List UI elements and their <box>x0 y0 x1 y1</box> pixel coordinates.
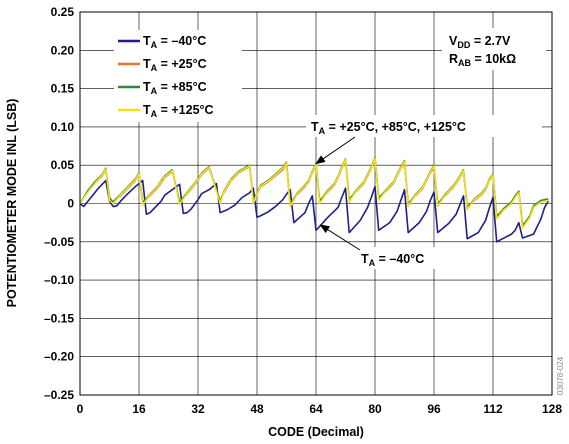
x-tick-label: 128 <box>542 402 562 416</box>
y-tick-label: 0.05 <box>51 158 75 172</box>
x-tick-label: 112 <box>483 402 503 416</box>
annotation-minus40-background <box>356 247 454 269</box>
x-axis-title: CODE (Decimal) <box>268 425 364 439</box>
x-tick-label: 64 <box>309 402 323 416</box>
x-tick-labels: 0 16 32 48 64 80 96 112 128 <box>77 402 563 416</box>
annotation-minus40-label: TA = –40°C <box>361 252 424 268</box>
annotation-high-temps-arrow <box>315 136 356 165</box>
vdd-condition: VDD = 2.7V <box>449 34 511 50</box>
y-tick-label: 0.25 <box>51 5 75 19</box>
legend: TA = –40°C TA = +25°C TA = +85°C TA = +1… <box>114 30 242 122</box>
x-tick-label: 32 <box>191 402 205 416</box>
annotation-minus40-arrow <box>319 224 361 251</box>
legend-label-plus125: TA = +125°C <box>143 103 214 119</box>
legend-background <box>114 30 242 122</box>
conditions-background <box>442 28 546 70</box>
plot-frame <box>79 11 553 396</box>
x-tick-label: 48 <box>250 402 264 416</box>
series-lines <box>79 156 549 243</box>
y-tick-label: 0 <box>67 197 74 211</box>
rab-condition: RAB = 10kΩ <box>449 52 516 68</box>
y-tick-label: –0.05 <box>44 235 74 249</box>
legend-entry-plus85: TA = +85°C <box>118 80 207 96</box>
y-tick-labels: 0.25 0.20 0.15 0.10 0.05 0 –0.05 –0.10 –0.15 –0.2… <box>44 5 74 402</box>
y-tick-label: –0.25 <box>44 388 74 402</box>
y-tick-label: –0.10 <box>44 273 74 287</box>
legend-entry-minus40: TA = –40°C <box>118 34 206 50</box>
figure-id: 03078-024 <box>556 356 565 395</box>
legend-label-plus85: TA = +85°C <box>143 80 207 96</box>
y-tick-label: –0.20 <box>44 350 74 364</box>
y-tick-label: –0.15 <box>44 311 74 325</box>
legend-entry-plus125: TA = +125°C <box>118 103 214 119</box>
y-tick-label: 0.20 <box>51 43 75 57</box>
legend-label-minus40: TA = –40°C <box>143 34 206 50</box>
legend-entry-plus25: TA = +25°C <box>118 57 207 73</box>
annotation-high-temps-label: TA = +25°C, +85°C, +125°C <box>311 120 466 136</box>
annotation-high-temps: TA = +25°C, +85°C, +125°C <box>306 115 542 165</box>
x-tick-label: 0 <box>77 402 84 416</box>
x-tick-label: 16 <box>132 402 146 416</box>
test-conditions: VDD = 2.7V RAB = 10kΩ <box>442 28 546 70</box>
y-tick-label: 0.15 <box>51 82 75 96</box>
y-tick-label: 0.10 <box>51 120 75 134</box>
x-tick-label: 96 <box>427 402 441 416</box>
x-tick-label: 80 <box>368 402 382 416</box>
series-line-3 <box>79 157 549 229</box>
annotation-minus40: TA = –40°C <box>319 224 454 269</box>
series-line-0 <box>79 179 549 243</box>
annotation-high-temps-background <box>306 115 542 137</box>
legend-label-plus25: TA = +25°C <box>143 57 207 73</box>
y-axis-title: POTENTIOMETER MODE INL (LSB) <box>5 99 19 308</box>
